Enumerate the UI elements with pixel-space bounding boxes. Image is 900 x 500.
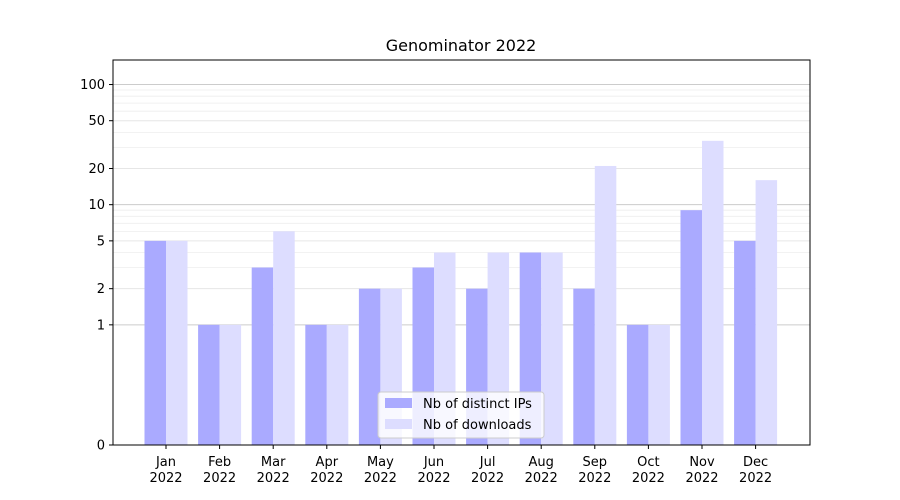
x-tick-label: Aug 2022: [525, 455, 558, 486]
grid: [113, 84, 810, 326]
legend-swatch: [385, 398, 412, 408]
x-tick-label: Jan 2022: [149, 455, 182, 486]
y-tick-label: 5: [97, 234, 105, 249]
y-tick-label: 20: [88, 162, 105, 177]
chart-title: Genominator 2022: [386, 36, 537, 55]
bar-distinct-ips-may: [358, 288, 381, 445]
y-tick-label: 50: [88, 114, 105, 129]
bars: [144, 140, 778, 446]
x-tick-label: Sep 2022: [578, 455, 611, 486]
bar-downloads-jan: [166, 240, 188, 445]
plot-frame: [112, 59, 811, 446]
x-tick-label: Apr 2022: [310, 455, 343, 486]
bar-downloads-aug: [541, 252, 563, 445]
legend-swatch: [385, 419, 412, 429]
bar-downloads-sep: [594, 165, 617, 446]
x-tick-label: Oct 2022: [632, 455, 665, 486]
bar-distinct-ips-nov: [680, 210, 702, 445]
bar-downloads-oct: [648, 324, 670, 445]
x-tick-label: Jul 2022: [471, 455, 504, 486]
y-tick-label: 100: [80, 78, 105, 93]
x-tick-label: May 2022: [364, 455, 397, 486]
bar-downloads-dec: [755, 180, 778, 446]
bar-distinct-ips-feb: [198, 324, 220, 445]
y-axis: 0 1 2 5 10 20 50 100: [80, 78, 113, 454]
legend-label: Nb of downloads: [423, 418, 532, 433]
bar-downloads-mar: [273, 231, 295, 445]
x-tick-label: Dec 2022: [739, 455, 772, 486]
bar-distinct-ips-jan: [144, 240, 166, 445]
legend-label: Nb of distinct IPs: [423, 397, 532, 412]
legend-box: [377, 391, 545, 439]
x-tick-label: Jun 2022: [417, 455, 450, 486]
x-axis: Jan 2022 Feb 2022 Mar 2022 Apr 2022 May 2022 Jun 20…: [149, 445, 772, 486]
x-tick-label: Mar 2022: [257, 455, 290, 486]
bar-distinct-ips-apr: [305, 324, 327, 445]
y-tick-label: 1: [97, 318, 105, 333]
bar-distinct-ips-sep: [573, 288, 595, 445]
y-tick-label: 2: [97, 282, 105, 297]
bar-downloads-feb: [219, 324, 242, 445]
bar-downloads-apr: [326, 324, 349, 445]
bar-distinct-ips-dec: [734, 240, 756, 445]
x-tick-label: Feb 2022: [203, 455, 236, 486]
y-tick-label: 0: [97, 439, 105, 454]
x-tick-label: Nov 2022: [685, 455, 718, 486]
bar-distinct-ips-oct: [626, 324, 649, 445]
legend: Nb of distinct IPs Nb of downloads: [377, 391, 545, 439]
y-tick-label: 10: [88, 198, 105, 213]
bar-distinct-ips-mar: [251, 267, 274, 445]
bar-downloads-nov: [702, 140, 724, 446]
